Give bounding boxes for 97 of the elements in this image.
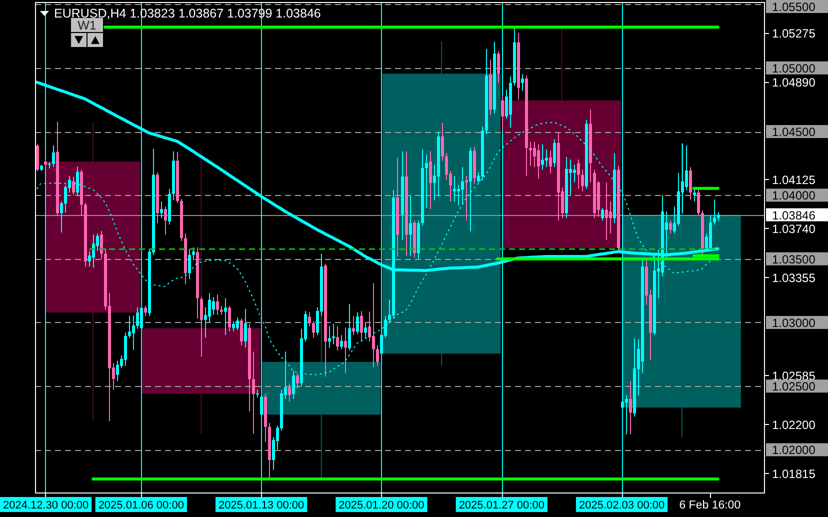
candlestick <box>685 145 688 191</box>
candlestick <box>240 318 243 346</box>
candlestick <box>228 305 231 332</box>
candlestick <box>200 296 203 358</box>
candlestick <box>328 326 331 348</box>
ref-line-label: 1.05000 <box>772 61 816 76</box>
candlestick <box>124 332 127 366</box>
y-tick-label: 1.02200 <box>772 418 816 432</box>
y-tick-label: 1.03740 <box>772 222 816 236</box>
candlestick <box>52 144 55 168</box>
candlestick <box>453 176 456 202</box>
candlestick <box>533 141 536 168</box>
annotation: W1 <box>78 18 96 32</box>
candlestick <box>336 326 339 351</box>
candlestick <box>76 166 79 196</box>
candlestick <box>697 188 700 216</box>
candlestick <box>348 303 351 351</box>
candlestick <box>92 234 95 268</box>
x-tick-label: 6 Feb 16:00 <box>679 500 741 512</box>
candlestick <box>545 148 548 168</box>
y-tick-label: 1.04125 <box>772 172 816 187</box>
candlestick <box>344 327 347 374</box>
candlestick <box>425 154 428 208</box>
candlestick <box>216 294 219 316</box>
x-tick-label: 2024.12.30 00:00 <box>3 500 89 512</box>
ref-line-label: 1.03000 <box>772 316 816 330</box>
candlestick <box>296 372 299 390</box>
candlestick <box>372 282 375 368</box>
candlestick <box>529 141 532 166</box>
candlestick <box>252 351 255 434</box>
ref-line-label: 1.04500 <box>772 125 816 140</box>
candlestick <box>360 310 363 342</box>
candlestick <box>308 312 311 327</box>
candlestick <box>212 296 215 316</box>
candlestick <box>537 144 540 180</box>
candlestick <box>713 199 716 225</box>
candlestick <box>288 383 291 402</box>
x-tick-label: 2025.02.03 00:00 <box>578 500 665 512</box>
candlestick <box>573 164 576 183</box>
candlestick <box>340 334 343 350</box>
x-tick-label: 2025.01.06 00:00 <box>98 500 184 512</box>
candlestick <box>629 380 632 435</box>
candlestick <box>553 138 556 168</box>
ref-line-label: 1.03846 <box>772 208 816 222</box>
candlestick <box>441 122 444 162</box>
candlestick <box>625 394 628 435</box>
candlestick <box>72 176 75 196</box>
candlestick <box>521 74 524 92</box>
candlestick <box>601 207 604 222</box>
candlestick <box>364 322 367 338</box>
ref-line-label: 1.03500 <box>772 252 816 266</box>
candlestick <box>609 201 612 234</box>
candlestick <box>352 316 355 336</box>
ref-line-label: 1.05500 <box>772 0 816 14</box>
candlestick <box>465 176 468 222</box>
x-tick-label: 2025.01.13 00:00 <box>218 500 304 512</box>
candlestick <box>429 150 432 210</box>
candlestick <box>64 184 67 214</box>
candlestick <box>100 230 103 260</box>
candlestick <box>192 246 195 261</box>
candlestick <box>160 201 163 219</box>
candlestick <box>581 169 584 192</box>
x-tick-label: 2025.01.20 00:00 <box>338 500 424 512</box>
y-tick-label: 1.03355 <box>772 270 816 285</box>
candlestick <box>356 312 359 334</box>
x-tick-label: 2025.01.27 00:00 <box>458 500 544 512</box>
candlestick <box>669 220 672 234</box>
y-tick-label: 1.01815 <box>772 466 816 481</box>
candlestick <box>461 166 464 205</box>
candlestick <box>577 159 580 190</box>
candlestick <box>164 206 167 236</box>
candlestick <box>501 95 504 131</box>
candlestick <box>144 305 147 317</box>
candlestick <box>312 320 315 338</box>
candlestick <box>244 308 247 348</box>
candlestick <box>236 316 239 331</box>
candlestick <box>549 150 552 174</box>
candlestick <box>116 360 119 382</box>
candlestick <box>409 194 412 256</box>
candlestick <box>188 249 191 280</box>
y-tick-label: 1.04890 <box>772 75 816 90</box>
candlestick <box>136 306 139 330</box>
candlestick <box>224 298 227 336</box>
candlestick <box>693 188 696 202</box>
candlestick <box>605 182 608 240</box>
ref-line-label: 1.04000 <box>772 188 816 203</box>
y-tick-label: 1.05275 <box>772 26 816 40</box>
candlestick <box>689 166 692 200</box>
candlestick <box>208 292 211 323</box>
candlestick <box>497 50 500 84</box>
ref-line-label: 1.02000 <box>772 443 816 458</box>
candlestick <box>132 314 135 350</box>
candlestick <box>128 315 131 338</box>
candlestick <box>232 320 235 332</box>
candlestick <box>541 144 544 170</box>
candlestick <box>457 184 460 206</box>
candlestick <box>376 344 379 366</box>
